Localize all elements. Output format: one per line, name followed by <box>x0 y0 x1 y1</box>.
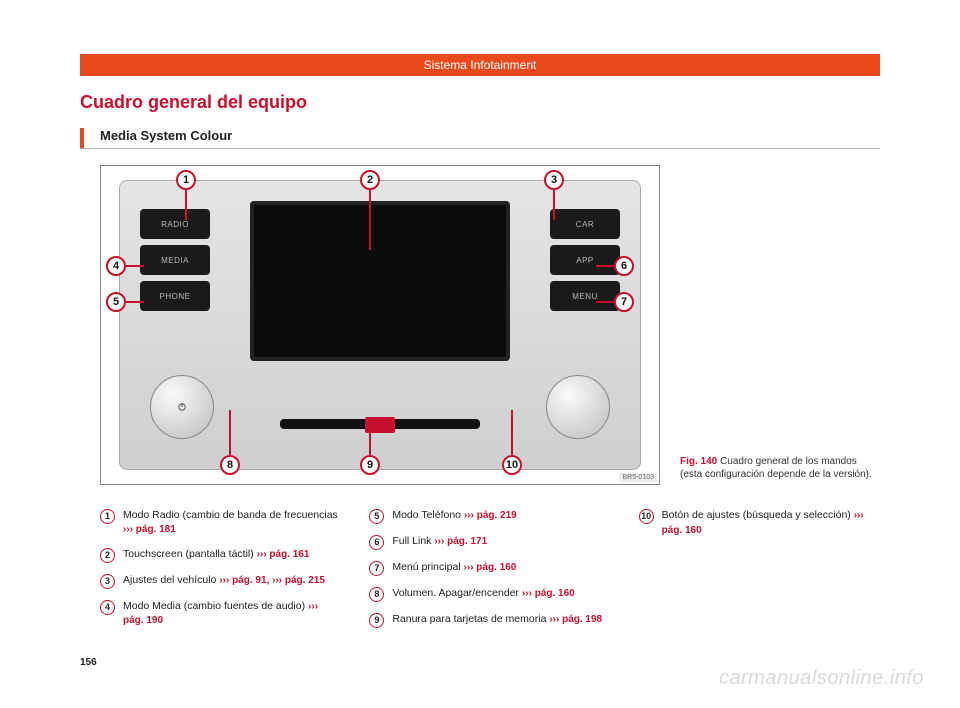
page-number: 156 <box>80 657 97 668</box>
legend: 1 Modo Radio (cambio de banda de frecuen… <box>100 508 880 638</box>
callout-9: 9 <box>360 455 380 475</box>
leader-line <box>369 430 371 455</box>
legend-col-2: 5 Modo Teléfono ››› pág. 219 6 Full Link… <box>369 508 610 638</box>
leader-line <box>126 301 144 303</box>
subtitle-accent-bar <box>80 128 84 148</box>
legend-number: 8 <box>369 587 384 602</box>
callout-4: 4 <box>106 256 126 276</box>
callout-10: 10 <box>502 455 522 475</box>
leader-line <box>229 410 231 455</box>
photo-credit: BR5-0103 <box>619 473 657 482</box>
leader-line <box>126 265 144 267</box>
subtitle-rule <box>80 148 880 149</box>
legend-number: 9 <box>369 613 384 628</box>
volume-knob <box>150 375 214 439</box>
legend-item: 7 Menú principal ››› pág. 160 <box>369 560 610 576</box>
leader-line <box>369 190 371 250</box>
radio-button: RADIO <box>140 209 210 239</box>
infotainment-diagram: RADIO MEDIA PHONE CAR APP MENU BR5-0103 <box>100 165 660 485</box>
legend-item: 5 Modo Teléfono ››› pág. 219 <box>369 508 610 524</box>
legend-item: 1 Modo Radio (cambio de banda de frecuen… <box>100 508 341 537</box>
section-header: Sistema Infotainment <box>80 54 880 76</box>
app-button: APP <box>550 245 620 275</box>
head-unit-bezel: RADIO MEDIA PHONE CAR APP MENU <box>119 180 641 470</box>
legend-number: 4 <box>100 600 115 615</box>
callout-7: 7 <box>614 292 634 312</box>
legend-text: Touchscreen (pantalla táctil) ››› pág. 1… <box>123 547 309 563</box>
legend-item: 8 Volumen. Apagar/encender ››› pág. 160 <box>369 586 610 602</box>
legend-item: 6 Full Link ››› pág. 171 <box>369 534 610 550</box>
figure-label: Fig. 140 <box>680 456 717 467</box>
legend-text: Botón de ajustes (búsqueda y selección) … <box>662 508 880 537</box>
legend-item: 3 Ajustes del vehículo ››› pág. 91, ››› … <box>100 573 341 589</box>
callout-5: 5 <box>106 292 126 312</box>
page-title: Cuadro general del equipo <box>80 92 307 113</box>
legend-text: Volumen. Apagar/encender ››› pág. 160 <box>392 586 574 602</box>
leader-line <box>596 265 614 267</box>
leader-line <box>185 190 187 220</box>
callout-6: 6 <box>614 256 634 276</box>
legend-text: Menú principal ››› pág. 160 <box>392 560 516 576</box>
legend-number: 3 <box>100 574 115 589</box>
leader-line <box>553 190 555 220</box>
menu-button: MENU <box>550 281 620 311</box>
page-subtitle: Media System Colour <box>100 128 232 143</box>
legend-number: 2 <box>100 548 115 563</box>
legend-number: 10 <box>639 509 654 524</box>
legend-item: 10 Botón de ajustes (búsqueda y selecció… <box>639 508 880 537</box>
legend-number: 5 <box>369 509 384 524</box>
leader-line <box>596 301 614 303</box>
leader-line <box>511 410 513 455</box>
legend-text: Ranura para tarjetas de memoria ››› pág.… <box>392 612 602 628</box>
legend-number: 1 <box>100 509 115 524</box>
legend-col-3: 10 Botón de ajustes (búsqueda y selecció… <box>639 508 880 638</box>
legend-col-1: 1 Modo Radio (cambio de banda de frecuen… <box>100 508 341 638</box>
power-icon <box>177 402 187 412</box>
watermark: carmanualsonline.info <box>719 667 924 690</box>
legend-text: Modo Media (cambio fuentes de audio) ›››… <box>123 599 341 628</box>
legend-text: Full Link ››› pág. 171 <box>392 534 487 550</box>
callout-2: 2 <box>360 170 380 190</box>
legend-text: Modo Teléfono ››› pág. 219 <box>392 508 516 524</box>
callout-3: 3 <box>544 170 564 190</box>
legend-item: 2 Touchscreen (pantalla táctil) ››› pág.… <box>100 547 341 563</box>
car-button: CAR <box>550 209 620 239</box>
section-title: Sistema Infotainment <box>424 58 537 72</box>
callout-1: 1 <box>176 170 196 190</box>
settings-knob <box>546 375 610 439</box>
legend-number: 6 <box>369 535 384 550</box>
phone-button: PHONE <box>140 281 210 311</box>
manual-page: Sistema Infotainment Cuadro general del … <box>0 0 960 708</box>
legend-number: 7 <box>369 561 384 576</box>
legend-text: Modo Radio (cambio de banda de frecuenci… <box>123 508 341 537</box>
callout-8: 8 <box>220 455 240 475</box>
touchscreen <box>250 201 510 361</box>
legend-text: Ajustes del vehículo ››› pág. 91, ››› pá… <box>123 573 325 589</box>
legend-item: 9 Ranura para tarjetas de memoria ››› pá… <box>369 612 610 628</box>
media-button: MEDIA <box>140 245 210 275</box>
figure-caption: Fig. 140 Cuadro general de los mandos (e… <box>680 455 880 481</box>
legend-item: 4 Modo Media (cambio fuentes de audio) ›… <box>100 599 341 628</box>
left-button-column: RADIO MEDIA PHONE <box>140 209 210 317</box>
